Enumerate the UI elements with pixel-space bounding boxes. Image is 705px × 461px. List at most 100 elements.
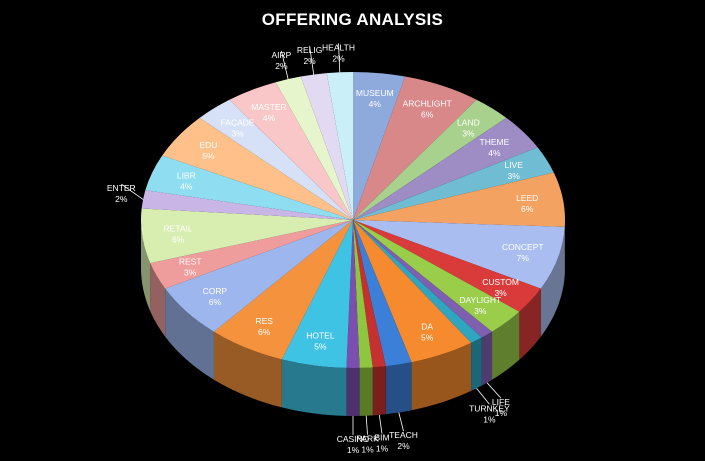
- slice-airp: [275, 76, 353, 220]
- leader-bim: [378, 414, 383, 434]
- label-enter: ENTER: [107, 183, 136, 193]
- leader-relig: [309, 45, 315, 75]
- slice-res: [213, 220, 353, 360]
- side-turnkey: [471, 337, 482, 391]
- label-fa-ade: FAÇADE: [221, 117, 255, 127]
- side-da: [411, 342, 472, 411]
- side-res: [213, 331, 282, 408]
- label-master: MASTER: [251, 102, 286, 112]
- side-life: [481, 331, 493, 386]
- side-concept: [540, 226, 565, 337]
- pct-theme: 4%: [488, 148, 501, 158]
- slice-theme: [353, 117, 538, 220]
- label-park: PARK: [356, 434, 379, 444]
- leader-turnkey: [476, 388, 490, 405]
- slice-enter: [141, 190, 353, 220]
- pct-res: 6%: [258, 327, 271, 337]
- label-daylight: DAYLIGHT: [459, 295, 501, 305]
- pct-retail: 6%: [172, 234, 185, 244]
- slice-turnkey: [353, 220, 482, 343]
- label-airp: AIRP: [271, 50, 291, 60]
- side-rest: [150, 263, 166, 337]
- pct-museum: 4%: [369, 99, 382, 109]
- slice-leed: [353, 172, 565, 227]
- side-park: [359, 367, 373, 416]
- slice-da: [353, 220, 472, 363]
- label-bim: BIM: [374, 433, 389, 443]
- label-retail: RETAIL: [164, 223, 193, 233]
- label-edu: EDU: [199, 140, 217, 150]
- leader-teach: [398, 412, 404, 432]
- label-custom: CUSTOM: [482, 277, 519, 287]
- chart-title: OFFERING ANALYSIS: [261, 10, 444, 29]
- pie-sides: [141, 220, 565, 416]
- pct-leed: 6%: [521, 204, 534, 214]
- leader-lines: [121, 43, 502, 435]
- side-corp: [165, 288, 214, 380]
- slice-archlight: [353, 76, 477, 220]
- pct-life: 1%: [495, 408, 508, 418]
- side-daylight: [492, 311, 520, 380]
- slice-teach: [353, 220, 412, 367]
- side-custom: [519, 288, 541, 360]
- pct-master: 4%: [263, 113, 276, 123]
- pct-live: 3%: [508, 171, 521, 181]
- label-concept: CONCEPT: [502, 242, 544, 252]
- pct-edu: 5%: [202, 151, 215, 161]
- pct-custom: 3%: [494, 288, 507, 298]
- slice-rest: [150, 220, 353, 289]
- slice-casino: [346, 220, 360, 369]
- side-hotel: [281, 359, 347, 416]
- label-rest: REST: [179, 257, 202, 267]
- label-land: LAND: [457, 117, 480, 127]
- label-leed: LEED: [516, 193, 538, 203]
- pct-da: 5%: [421, 332, 434, 342]
- slice-museum: [353, 72, 406, 220]
- pct-teach: 2%: [397, 441, 410, 451]
- label-libr: LIBR: [177, 171, 196, 181]
- slice-daylight: [353, 220, 520, 332]
- label-relig: RELIG: [297, 45, 323, 55]
- slice-health: [326, 71, 353, 220]
- pct-park: 1%: [361, 445, 374, 455]
- leader-park: [365, 415, 368, 435]
- slice-master: [229, 82, 353, 220]
- pct-turnkey: 1%: [483, 414, 496, 424]
- leader-life: [486, 382, 502, 399]
- label-museum: MUSEUM: [356, 88, 394, 98]
- pct-enter: 2%: [115, 194, 128, 204]
- label-da: DA: [421, 321, 433, 331]
- pct-corp: 6%: [209, 297, 222, 307]
- pct-concept: 7%: [517, 253, 530, 263]
- pct-land: 3%: [462, 128, 475, 138]
- slice-park: [353, 220, 373, 368]
- slice-land: [353, 99, 507, 220]
- label-casino: CASINO: [337, 434, 370, 444]
- pct-daylight: 3%: [474, 306, 487, 316]
- pct-libr: 4%: [180, 182, 193, 192]
- label-corp: CORP: [203, 286, 228, 296]
- slice-hotel: [281, 220, 353, 368]
- label-life: LIFE: [492, 397, 510, 407]
- leader-airp: [281, 50, 289, 80]
- side-casino: [346, 367, 360, 416]
- leader-health: [338, 43, 341, 73]
- label-live: LIVE: [504, 160, 523, 170]
- slice-corp: [165, 220, 353, 332]
- pct-airp: 2%: [275, 61, 288, 71]
- slice-fa-ade: [199, 99, 353, 220]
- pct-relig: 2%: [303, 56, 316, 66]
- pct-fa-ade: 3%: [231, 128, 244, 138]
- slice-concept: [353, 220, 565, 289]
- label-archlight: ARCHLIGHT: [403, 99, 452, 109]
- label-health: HEALTH: [322, 42, 355, 52]
- pie-top: [140, 71, 565, 369]
- slice-relig: [300, 73, 353, 220]
- pct-health: 2%: [332, 53, 345, 63]
- side-teach: [385, 362, 412, 415]
- side-bim: [372, 366, 386, 416]
- label-hotel: HOTEL: [306, 331, 335, 341]
